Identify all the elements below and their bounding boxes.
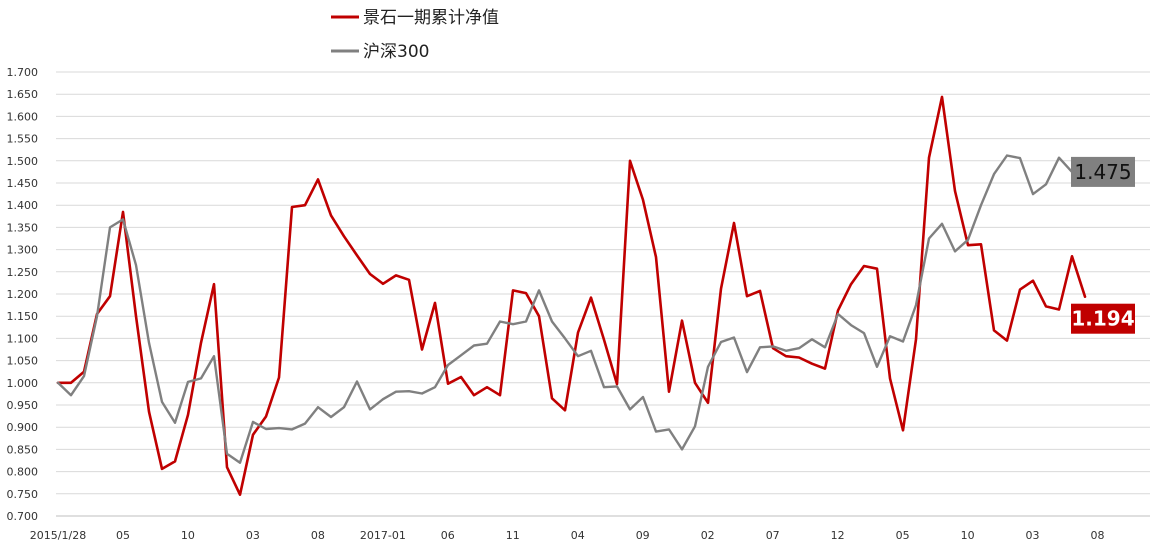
- x-tick-label: 02: [701, 529, 715, 542]
- x-tick-label: 06: [441, 529, 455, 542]
- y-axis-tick-labels: 0.700 0.750 0.800 0.850 0.900 0.950 1.000 1.050…: [7, 66, 39, 523]
- x-tick-label: 05: [116, 529, 130, 542]
- y-tick-label: 1.350: [7, 221, 39, 234]
- x-tick-label: 10: [961, 529, 975, 542]
- y-tick-label: 1.500: [7, 155, 39, 168]
- y-tick-label: 1.150: [7, 310, 39, 323]
- end-label-text: 1.194: [1071, 307, 1134, 331]
- y-tick-label: 0.700: [7, 510, 39, 523]
- y-tick-label: 1.700: [7, 66, 39, 79]
- end-label-box: [1071, 156, 1135, 187]
- y-tick-label: 1.450: [7, 177, 39, 190]
- end-value-labels: 1.194 1.475: [1071, 156, 1135, 334]
- y-tick-label: 1.400: [7, 199, 39, 212]
- gridlines: [56, 71, 1150, 495]
- series-line-0: [56, 95, 1087, 497]
- end-label-0: 1.194: [1071, 303, 1135, 334]
- x-tick-label: 03: [1026, 529, 1040, 542]
- y-tick-label: 0.800: [7, 466, 39, 479]
- end-label-box: [1071, 303, 1135, 334]
- x-tick-label: 09: [636, 529, 650, 542]
- x-axis-tick-labels: 2015/1/28 05 10 03 08 2017-01 06 11 04 09 02 07 12 05…: [30, 529, 1105, 542]
- legend-label: 沪深300: [363, 42, 429, 62]
- y-tick-label: 1.250: [7, 266, 39, 279]
- y-tick-label: 1.050: [7, 355, 39, 368]
- y-tick-label: 0.750: [7, 488, 39, 501]
- x-tick-label: 03: [246, 529, 260, 542]
- x-tick-label: 05: [896, 529, 910, 542]
- y-tick-label: 0.950: [7, 399, 39, 412]
- x-tick-label: 2015/1/28: [30, 529, 86, 542]
- end-label-text: 1.475: [1074, 160, 1131, 184]
- x-tick-label: 08: [1091, 529, 1105, 542]
- x-tick-label: 12: [831, 529, 845, 542]
- x-tick-label: 10: [181, 529, 195, 542]
- y-tick-label: 1.650: [7, 88, 39, 101]
- x-tick-label: 11: [506, 529, 520, 542]
- y-tick-label: 1.100: [7, 332, 39, 345]
- x-tick-label: 08: [311, 529, 325, 542]
- x-tick-label: 07: [766, 529, 780, 542]
- legend-item-1: 沪深300: [331, 42, 429, 62]
- y-tick-label: 1.000: [7, 377, 39, 390]
- end-label-1: 1.475: [1071, 156, 1135, 187]
- series-line-1: [56, 154, 1074, 464]
- y-tick-label: 1.600: [7, 110, 39, 123]
- y-tick-label: 0.850: [7, 443, 39, 456]
- y-tick-label: 1.550: [7, 133, 39, 146]
- y-tick-label: 1.200: [7, 288, 39, 301]
- y-tick-label: 0.900: [7, 421, 39, 434]
- legend-label: 景石一期累计净值: [363, 8, 499, 28]
- y-tick-label: 1.300: [7, 244, 39, 257]
- x-tick-label: 04: [571, 529, 585, 542]
- series-lines: [56, 95, 1087, 497]
- x-tick-label: 2017-01: [360, 529, 406, 542]
- legend-item-0: 景石一期累计净值: [331, 8, 499, 28]
